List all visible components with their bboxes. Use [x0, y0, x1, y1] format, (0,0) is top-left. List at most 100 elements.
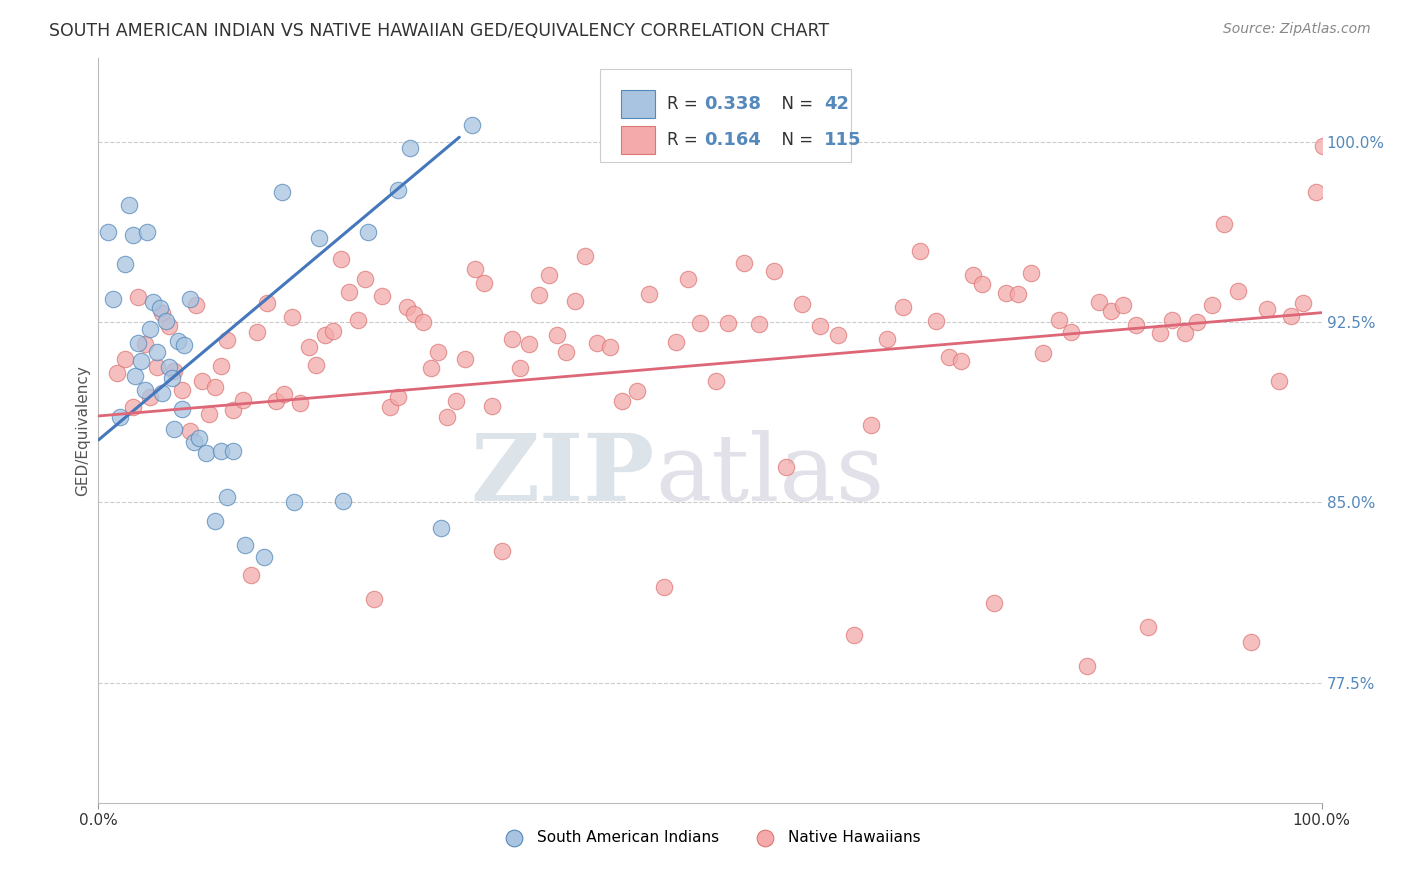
Point [733, 256, 755, 270]
Point [676, 272, 699, 286]
Point [1007, 287, 1029, 301]
Point [827, 328, 849, 343]
Point [1161, 313, 1184, 327]
Point [1019, 266, 1042, 280]
Point [233, 539, 256, 553]
Point [1185, 315, 1208, 329]
Point [134, 337, 156, 351]
Point [127, 336, 149, 351]
Point [509, 361, 531, 376]
Point [1268, 374, 1291, 388]
Point [371, 289, 394, 303]
Point [118, 197, 141, 211]
Point [183, 435, 205, 450]
Point [305, 358, 328, 372]
Point [129, 354, 152, 368]
Point [139, 390, 162, 404]
Point [460, 119, 482, 133]
Point [481, 399, 503, 413]
Point [167, 334, 190, 348]
Point [314, 327, 336, 342]
Point [399, 141, 422, 155]
Point [346, 313, 368, 327]
Point [775, 459, 797, 474]
FancyBboxPatch shape [620, 90, 655, 119]
FancyBboxPatch shape [600, 70, 851, 162]
Point [1088, 295, 1111, 310]
Point [146, 359, 169, 374]
Point [962, 268, 984, 283]
Point [150, 306, 173, 320]
Point [363, 591, 385, 606]
Point [412, 315, 434, 329]
Point [546, 327, 568, 342]
Point [1312, 138, 1334, 153]
Point [215, 333, 238, 347]
Point [1279, 309, 1302, 323]
Point [430, 521, 453, 535]
Point [1060, 325, 1083, 339]
Point [925, 313, 948, 327]
Point [586, 336, 609, 351]
Point [356, 225, 378, 239]
Point [160, 371, 183, 385]
Point [186, 297, 208, 311]
Point [136, 225, 159, 239]
Point [179, 425, 201, 439]
Point [402, 307, 425, 321]
Point [637, 287, 661, 301]
Point [97, 226, 120, 240]
Point [101, 292, 124, 306]
Point [983, 596, 1005, 610]
Legend: South American Indians, Native Hawaiians: South American Indians, Native Hawaiians [494, 824, 927, 851]
Point [157, 318, 180, 333]
Point [114, 352, 136, 367]
Point [844, 627, 866, 641]
Point [1174, 326, 1197, 340]
Point [1292, 296, 1315, 310]
Point [195, 446, 218, 460]
Point [232, 393, 254, 408]
Point [704, 375, 727, 389]
Point [157, 359, 180, 374]
Point [689, 317, 711, 331]
Point [204, 380, 226, 394]
Point [1149, 326, 1171, 341]
Point [170, 402, 193, 417]
Text: N =: N = [772, 131, 818, 149]
Text: SOUTH AMERICAN INDIAN VS NATIVE HAWAIIAN GED/EQUIVALENCY CORRELATION CHART: SOUTH AMERICAN INDIAN VS NATIVE HAWAIIAN… [49, 22, 830, 40]
Point [1240, 635, 1263, 649]
Text: Source: ZipAtlas.com: Source: ZipAtlas.com [1223, 22, 1371, 37]
Point [938, 350, 960, 364]
Point [472, 277, 495, 291]
Point [1201, 298, 1223, 312]
Point [163, 422, 186, 436]
Point [298, 340, 321, 354]
Point [150, 385, 173, 400]
Point [491, 543, 513, 558]
Point [554, 345, 576, 359]
Point [436, 410, 458, 425]
Point [995, 285, 1018, 300]
Point [748, 317, 770, 331]
Point [387, 184, 409, 198]
Point [155, 314, 177, 328]
Point [501, 332, 523, 346]
Point [146, 344, 169, 359]
Point [121, 400, 143, 414]
Point [209, 359, 232, 373]
Point [149, 301, 172, 315]
Point [222, 444, 245, 458]
Point [652, 580, 675, 594]
FancyBboxPatch shape [620, 126, 655, 154]
Point [891, 300, 914, 314]
Point [626, 384, 648, 398]
Point [290, 396, 312, 410]
Point [970, 277, 993, 291]
Point [173, 338, 195, 352]
Point [949, 353, 972, 368]
Point [1305, 185, 1327, 199]
Point [215, 491, 238, 505]
Point [187, 431, 209, 445]
Point [308, 231, 330, 245]
